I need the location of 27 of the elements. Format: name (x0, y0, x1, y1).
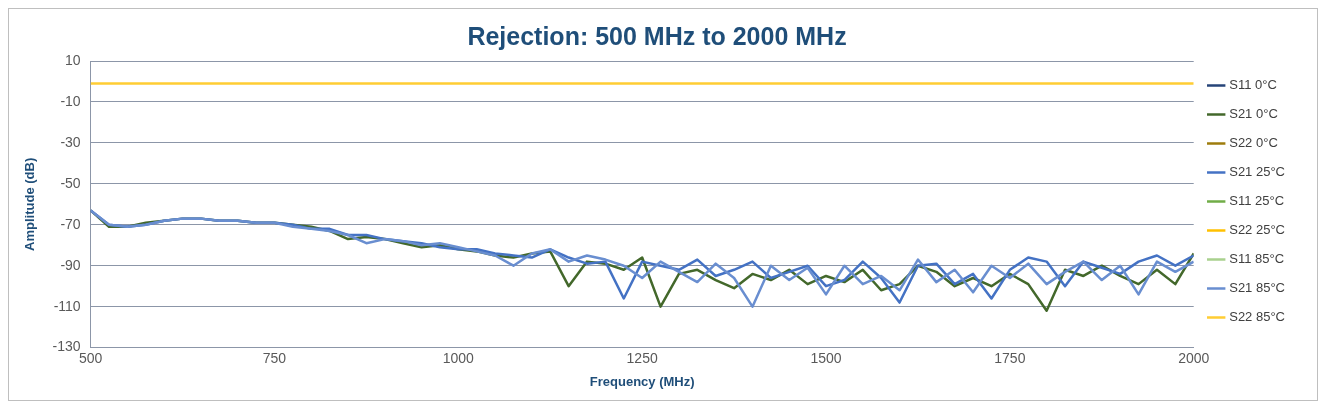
legend-label: S11 85°C (1229, 251, 1285, 267)
x-tick-label: 1000 (442, 349, 475, 366)
legend-label: S11 0°C (1229, 77, 1277, 93)
y-tick-label: -50 (60, 174, 81, 191)
y-tick-label: 10 (65, 51, 81, 68)
legend-label: S22 25°C (1229, 222, 1286, 238)
legend-label: S11 25°C (1229, 193, 1285, 209)
y-tick-label: -130 (52, 338, 81, 355)
legend-label: S21 85°C (1229, 280, 1286, 296)
x-tick-label: 1250 (626, 349, 658, 366)
x-tick-label: 500 (78, 349, 103, 366)
x-tick-label: 2000 (1178, 349, 1210, 366)
x-tick-label: 750 (262, 349, 287, 366)
y-tick-label: -10 (60, 92, 81, 109)
chart-title: Rejection: 500 MHz to 2000 MHz (467, 21, 847, 50)
y-tick-label: -90 (60, 256, 81, 273)
legend-label: S22 85°C (1229, 309, 1286, 325)
legend-label: S21 0°C (1229, 106, 1278, 122)
x-tick-label: 1750 (994, 349, 1026, 366)
x-tick-label: 1500 (810, 349, 842, 366)
x-axis-title: Frequency (MHz) (589, 373, 695, 389)
y-axis-title: Amplitude (dB) (22, 157, 38, 251)
y-tick-label: -110 (53, 297, 81, 314)
y-tick-label: -70 (60, 215, 81, 232)
legend-label: S22 0°C (1229, 135, 1278, 151)
legend-label: S21 25°C (1229, 164, 1286, 180)
y-tick-label: -30 (60, 133, 81, 150)
